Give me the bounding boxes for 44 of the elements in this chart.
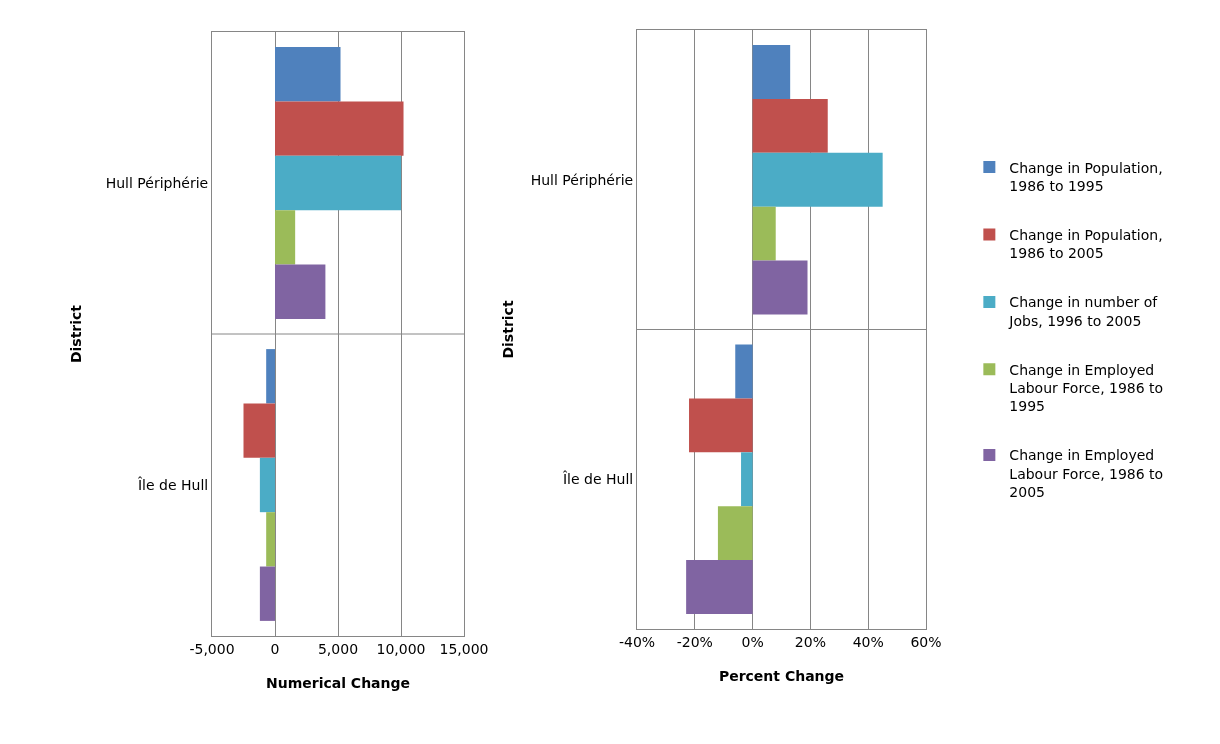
x-axis-title: Percent Change bbox=[718, 668, 845, 685]
x-tick-label: 40% bbox=[852, 633, 884, 650]
bar bbox=[689, 398, 753, 453]
bar bbox=[752, 44, 791, 99]
legend-label: Change in Employed Labour Force, 1986 to 2005 bbox=[1009, 447, 1164, 500]
legend-label: Change in Population, 1986 to 2005 bbox=[1009, 226, 1163, 262]
bar bbox=[275, 264, 326, 319]
bar bbox=[243, 403, 275, 458]
x-axis-title: Numerical Change bbox=[265, 675, 411, 692]
x-tick-label: 5,000 bbox=[317, 640, 359, 657]
legend-label: Change in Population, 1986 to 1995 bbox=[1009, 159, 1163, 194]
y-tick-label: Île de Hull bbox=[136, 475, 209, 493]
bar bbox=[275, 47, 341, 102]
bar bbox=[266, 349, 275, 404]
bar bbox=[752, 206, 776, 261]
y-tick-label: Hull Périphérie bbox=[530, 171, 634, 188]
bar bbox=[752, 260, 808, 315]
x-tick-label: 60% bbox=[910, 633, 942, 650]
bar bbox=[259, 457, 275, 513]
bar bbox=[259, 566, 275, 621]
bar bbox=[741, 452, 753, 507]
y-tick-label: Île de Hull bbox=[561, 470, 634, 488]
x-tick-label: -40% bbox=[618, 633, 656, 650]
legend-label: Change in number of Jobs, 1996 to 2005 bbox=[1008, 294, 1159, 329]
y-axis-title: District bbox=[500, 300, 516, 359]
x-tick-label: 0% bbox=[741, 633, 764, 650]
legend-label: Change in Employed Labour Force, 1986 to 1995 bbox=[1009, 361, 1164, 415]
y-tick-label: Hull Périphérie bbox=[105, 174, 209, 191]
x-tick-label: -20% bbox=[676, 633, 713, 650]
bar bbox=[275, 101, 404, 156]
bar bbox=[752, 152, 883, 207]
x-tick-label: 10,000 bbox=[376, 640, 426, 657]
bar bbox=[717, 506, 753, 561]
bar bbox=[686, 560, 753, 615]
x-tick-label: 15,000 bbox=[439, 640, 489, 657]
x-tick-label: 0 bbox=[270, 640, 280, 657]
bar bbox=[266, 512, 275, 567]
y-axis-title: District bbox=[68, 304, 85, 364]
bar bbox=[275, 210, 296, 265]
bar bbox=[752, 98, 828, 153]
x-tick-label: 20% bbox=[794, 633, 826, 650]
bar bbox=[275, 155, 401, 211]
bar bbox=[735, 344, 753, 399]
x-tick-label: -5,000 bbox=[189, 640, 235, 657]
